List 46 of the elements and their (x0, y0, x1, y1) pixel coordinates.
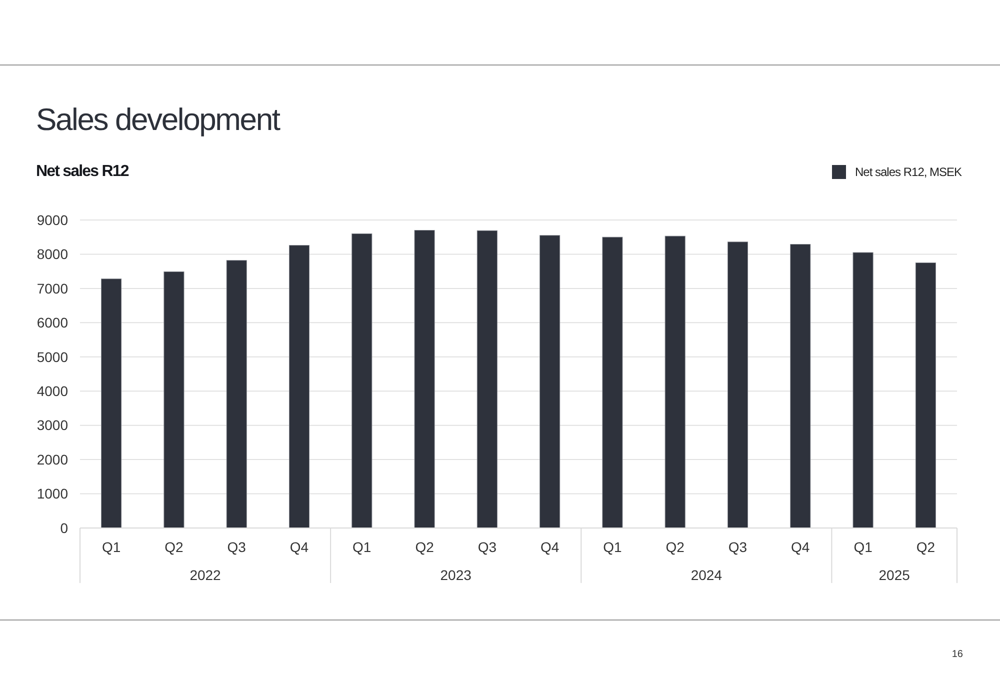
bar (101, 278, 122, 528)
bar (727, 242, 748, 528)
bar (414, 230, 435, 528)
x-tick-label: Q1 (603, 539, 622, 555)
y-tick-label: 1000 (36, 486, 68, 502)
bar (226, 260, 247, 528)
bar (664, 236, 686, 528)
x-tick-label: Q3 (728, 539, 748, 555)
bar (602, 236, 623, 528)
bar (352, 233, 372, 528)
y-tick-label: 6000 (36, 314, 68, 331)
bar (852, 252, 874, 528)
text: 16 (952, 649, 964, 660)
y-tick-label: 5000 (36, 348, 68, 365)
x-tick-label: Q1 (854, 539, 873, 555)
bar (915, 262, 936, 528)
y-tick-label: 3000 (36, 417, 68, 434)
x-tick-label: Q2 (164, 539, 184, 555)
y-tick-label: 9000 (36, 212, 68, 228)
x-tick-label: Q3 (478, 539, 497, 555)
x-tick-label: Q2 (415, 539, 434, 555)
bar (540, 235, 560, 528)
x-tick-label: Q2 (666, 539, 685, 555)
bar (476, 230, 498, 528)
bar (164, 271, 184, 528)
y-tick-label: 2000 (36, 451, 68, 468)
x-tick-label: Q2 (916, 539, 936, 555)
chart-title: Sales development (36, 102, 281, 137)
y-tick-label: 0 (60, 520, 68, 536)
text: 2025 (878, 567, 910, 583)
legend-label: Net sales R12, MSEK (855, 165, 962, 180)
x-tick-label: Q3 (227, 539, 246, 555)
x-tick-label: Q4 (540, 539, 560, 555)
text: 2022 (190, 567, 222, 583)
text: 2024 (690, 567, 722, 583)
bar (288, 245, 310, 528)
chart-subtitle: Net sales R12 (36, 163, 130, 180)
y-tick-label: 4000 (36, 383, 68, 400)
text: 2023 (440, 567, 472, 583)
x-tick-label: Q4 (290, 539, 309, 555)
x-tick-label: Q4 (791, 539, 810, 555)
y-tick-label: 7000 (36, 280, 68, 296)
y-tick-label: 8000 (36, 246, 68, 262)
bar (790, 244, 811, 528)
x-tick-label: Q1 (352, 539, 372, 555)
x-tick-label: Q1 (102, 539, 121, 555)
